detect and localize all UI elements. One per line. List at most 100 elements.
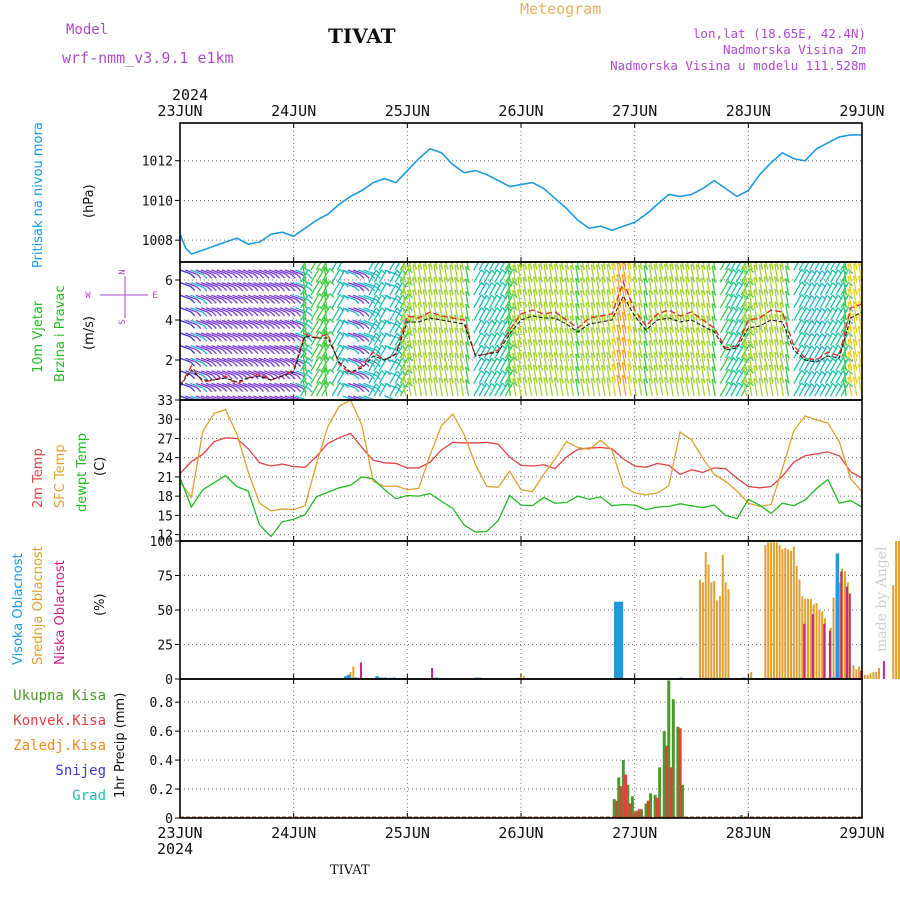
wind-barb-flag [842, 378, 848, 384]
wind-barb [279, 294, 292, 301]
wind-barb-flag [354, 299, 360, 305]
wind-barb [253, 307, 266, 313]
wind-barb [185, 382, 198, 389]
wind-barb [368, 295, 377, 309]
wind-barb-flag [621, 311, 627, 317]
y-tick-label: 2 [165, 354, 173, 369]
wind-barb [226, 294, 239, 301]
wind-barb-flag [538, 377, 544, 383]
wind-barb-flag [695, 276, 701, 282]
wind-barb-flag [669, 301, 675, 307]
wind-barb-flag [753, 327, 759, 333]
wind-compass: N S W E [85, 269, 157, 324]
wind-barb-flag [564, 327, 570, 333]
wind-barb-flag [513, 256, 517, 260]
cloud-mid-bar [866, 674, 869, 679]
wind-barb-flag [802, 257, 806, 261]
wind-barb-flag [559, 327, 565, 333]
wind-barb-flag [611, 351, 617, 356]
wind-barb-flag [407, 339, 413, 345]
wind-barb-flag [638, 352, 643, 358]
wind-barb-flag [418, 252, 422, 256]
wind-barb-flag [507, 277, 512, 283]
wind-barb-flag [785, 290, 791, 296]
wind-barb-flag [296, 399, 298, 400]
wind-barb [242, 344, 255, 351]
wind-barb-flag [701, 327, 706, 333]
wind-barb [814, 358, 823, 372]
wind-barb [206, 382, 218, 389]
wind-barb [575, 328, 580, 346]
wind-barb [190, 319, 204, 326]
wind-barb [263, 357, 276, 364]
wind-barb-flag [758, 339, 764, 345]
wind-barb [465, 379, 470, 397]
wind-barb-flag [679, 377, 685, 383]
wind-barb-flag [852, 263, 858, 268]
wind-barb-flag [354, 274, 360, 280]
wind-barb-flag [564, 377, 570, 383]
wind-barb [289, 357, 303, 364]
wind-barb-flag [596, 364, 601, 370]
wind-barb [793, 382, 803, 397]
wind-barb [195, 307, 208, 313]
y-tick-label: 0 [165, 812, 173, 827]
wind-barb-flag [559, 276, 565, 282]
wind-barb-flag [302, 278, 308, 284]
wind-barb-flag [632, 377, 638, 382]
watermark: made by Angel [874, 546, 890, 652]
wind-barb-flag [207, 362, 213, 368]
wind-barb-flag [307, 337, 313, 343]
wind-barb-flag [397, 286, 403, 292]
wind-barb [226, 307, 239, 313]
wind-barb [663, 377, 669, 397]
wind-barb [206, 281, 218, 288]
wind-barb [465, 266, 470, 283]
wind-barb-flag [748, 289, 754, 295]
wind-barb [263, 344, 276, 351]
wind-barb-flag [512, 302, 518, 308]
cloud-mid-bar [767, 542, 770, 679]
wind-barb-flag [507, 366, 512, 371]
wind-barb [373, 282, 383, 296]
wind-barb [499, 369, 509, 384]
wind-barb-flag [554, 364, 559, 370]
wind-barb-flag [190, 336, 196, 342]
wind-barb-flag [653, 352, 659, 357]
wind-barb [185, 344, 198, 351]
wind-barb-flag [459, 377, 465, 383]
wind-barb-flag [847, 263, 853, 269]
cloud-low-bar [848, 593, 851, 679]
wind-barb [829, 269, 839, 283]
wind-barb-flag [564, 365, 570, 371]
wind-barb-flag [397, 324, 403, 330]
wind-barb-flag [554, 352, 559, 357]
wind-barb [358, 344, 371, 351]
precip-total-bar [612, 799, 616, 818]
wind-barb-flag [616, 324, 622, 330]
wind-barb-flag [749, 343, 754, 349]
wind-barb [274, 382, 287, 389]
wind-barb [389, 282, 398, 296]
cloud-mid-bar [724, 582, 727, 679]
wind-barb [190, 382, 204, 389]
wind-barb [216, 357, 229, 363]
wind-barb-flag [658, 377, 664, 382]
wind-barb-flag [227, 273, 233, 279]
wind-barb [725, 344, 734, 359]
wind-barb-flag [517, 352, 523, 357]
wind-barb-flag [779, 276, 785, 282]
precip-total-bar [639, 809, 643, 818]
wind-barb [793, 262, 800, 271]
wind-barb [494, 382, 503, 397]
legend-grad: Grad [72, 788, 106, 804]
wind-barb-flag [428, 351, 434, 357]
wind-barb [488, 370, 498, 384]
wind-barb [808, 333, 818, 346]
y-tick-label: 75 [157, 570, 173, 585]
wind-barb-flag [454, 276, 460, 282]
wind-barb-flag [711, 353, 717, 359]
wind-barb-flag [319, 256, 323, 260]
wind-barb-flag [632, 339, 638, 345]
wind-barb [730, 357, 740, 372]
